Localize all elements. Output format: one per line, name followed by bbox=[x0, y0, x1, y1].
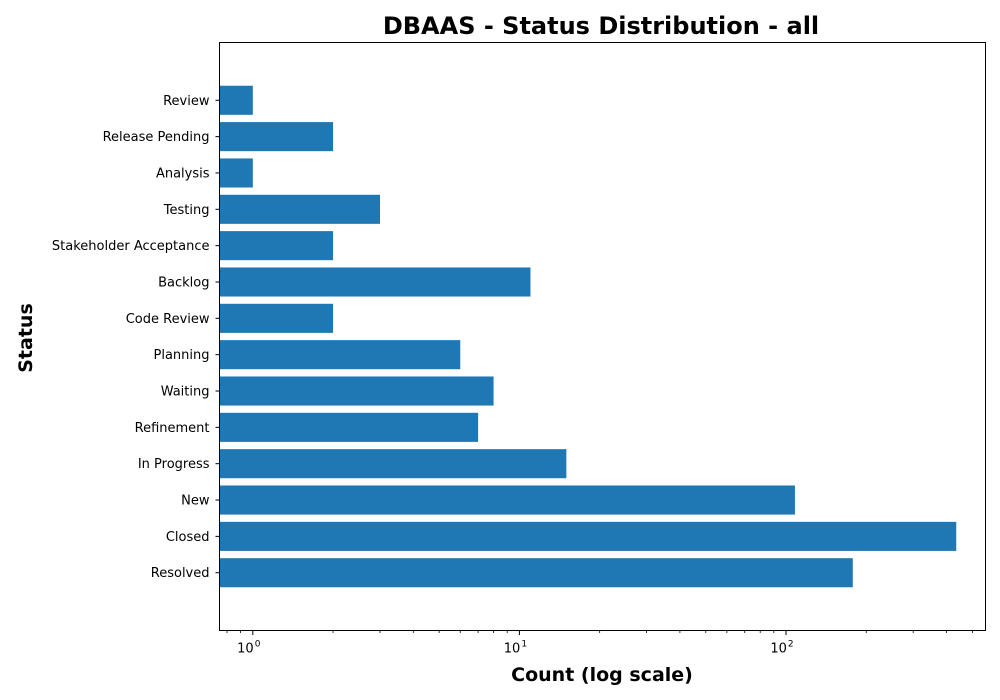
y-tick-label: Code Review bbox=[126, 312, 210, 327]
bar bbox=[219, 412, 479, 442]
bar bbox=[219, 303, 334, 333]
y-tick-label: Stakeholder Acceptance bbox=[52, 239, 210, 254]
y-axis-label: Status bbox=[15, 303, 37, 373]
bar bbox=[219, 340, 461, 370]
bar bbox=[219, 231, 334, 261]
y-tick-label: Refinement bbox=[135, 421, 210, 436]
x-axis-label: Count (log scale) bbox=[511, 664, 693, 686]
y-tick-label: Testing bbox=[163, 203, 210, 218]
bar bbox=[219, 449, 567, 479]
plot-frame bbox=[219, 42, 986, 631]
x-tick-label: 101 bbox=[504, 640, 527, 657]
y-axis: Resolved Closed New In Progress Refinement Wa… bbox=[52, 94, 220, 581]
y-tick-label: Waiting bbox=[161, 385, 210, 400]
bar bbox=[219, 376, 494, 406]
bar bbox=[219, 521, 957, 551]
y-tick-label: Closed bbox=[166, 530, 210, 545]
y-tick-label: Resolved bbox=[151, 566, 210, 581]
x-tick-label: 102 bbox=[770, 640, 793, 657]
bar bbox=[219, 267, 531, 297]
y-tick-label: Planning bbox=[154, 348, 210, 363]
chart-title: DBAAS - Status Distribution - all bbox=[383, 12, 819, 40]
bar bbox=[219, 85, 253, 115]
bar bbox=[219, 558, 853, 588]
y-tick-label: Backlog bbox=[158, 275, 209, 290]
y-tick-label: Analysis bbox=[156, 166, 210, 181]
y-tick-label: Review bbox=[163, 94, 210, 109]
x-axis: 100 101 102 bbox=[226, 630, 973, 657]
y-tick-label: New bbox=[181, 494, 210, 509]
bar bbox=[219, 122, 334, 152]
y-tick-label: In Progress bbox=[138, 457, 210, 472]
bar bbox=[219, 158, 253, 188]
y-tick-label: Release Pending bbox=[103, 130, 210, 145]
bar bbox=[219, 485, 795, 515]
x-tick-label: 100 bbox=[237, 640, 261, 657]
plot-area bbox=[219, 85, 957, 588]
bar bbox=[219, 194, 381, 224]
